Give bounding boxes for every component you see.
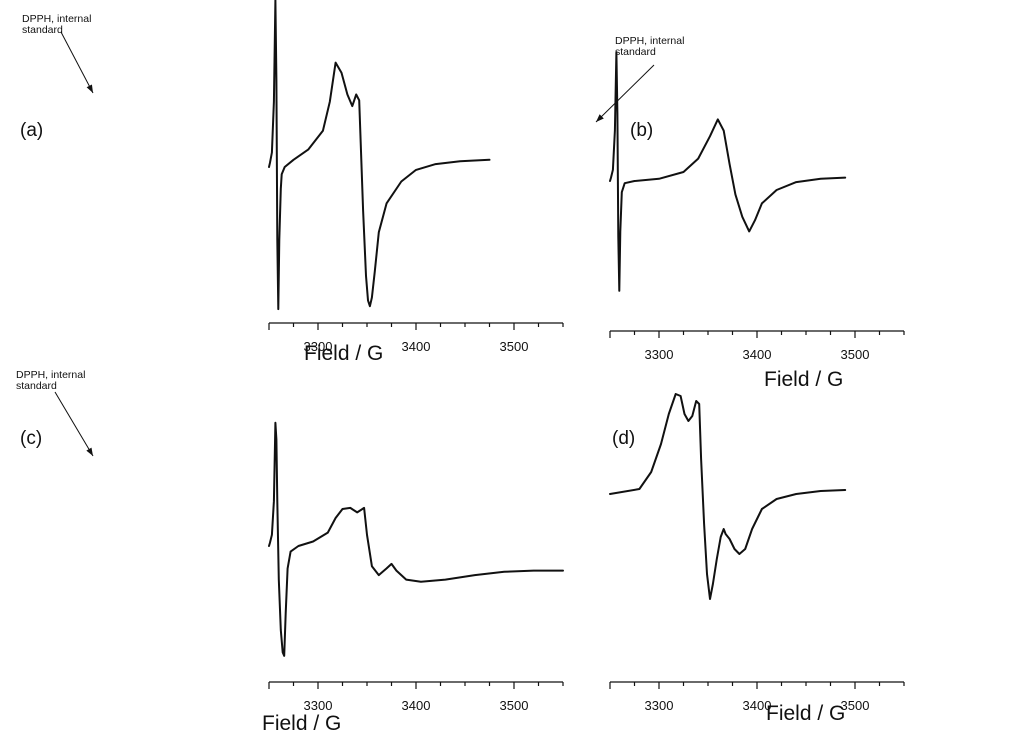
spectrum-trace (268, 0, 491, 311)
annotation-line: standard (22, 24, 63, 36)
x-tick-label: 3300 (645, 698, 674, 713)
panel-label: (c) (20, 428, 42, 449)
annotation-dpph: DPPH, internal standard (16, 369, 85, 392)
panel-label: (a) (20, 120, 43, 141)
x-tick-label: 3500 (841, 347, 870, 362)
x-tick-label: 3300 (645, 347, 674, 362)
panel-3: 3300 3400 3500 Field / G (c) DPPH, internal st… (16, 369, 564, 735)
spectrum-trace (609, 393, 847, 600)
annotation-arrow (595, 64, 655, 123)
panel-2: 3300 3400 3500 Field / G (b) DPPH, internal st… (595, 35, 905, 391)
x-tick-label: 3400 (402, 339, 431, 354)
annotation-arrowhead (86, 84, 93, 93)
panel-label: (b) (630, 120, 653, 141)
x-tick-label: 3500 (841, 698, 870, 713)
annotation-arrow (60, 31, 94, 94)
annotation-dpph: DPPH, internal standard (615, 35, 684, 58)
x-axis-label: Field / G (766, 702, 845, 725)
annotation-arrowhead (86, 447, 93, 456)
panel-label: (d) (612, 428, 635, 449)
x-tick-label: 3500 (500, 698, 529, 713)
annotation-line: DPPH, internal (16, 369, 85, 381)
x-tick-label: 3400 (743, 698, 772, 713)
spectrum-trace (609, 51, 847, 292)
annotation-arrowhead (596, 114, 604, 122)
annotation-line: standard (16, 380, 57, 392)
x-tick-label: 3400 (402, 698, 431, 713)
spectrum-trace (268, 421, 564, 657)
annotation-arrow (54, 391, 94, 457)
x-tick-label: 3300 (304, 698, 333, 713)
annotation-line: DPPH, internal (615, 35, 684, 47)
annotation-line: DPPH, internal (22, 13, 91, 25)
x-tick-label: 3300 (304, 339, 333, 354)
x-axis-label: Field / G (764, 368, 843, 391)
x-tick-label: 3500 (500, 339, 529, 354)
x-axis-label: Field / G (304, 342, 383, 365)
panel-1: 3300 3400 3500 Field / G (a) DPPH, internal st… (20, 0, 564, 365)
x-tick-label: 3400 (743, 347, 772, 362)
annotation-line: standard (615, 46, 656, 58)
annotation-dpph: DPPH, internal standard (22, 13, 91, 36)
x-axis-label: Field / G (262, 712, 341, 735)
